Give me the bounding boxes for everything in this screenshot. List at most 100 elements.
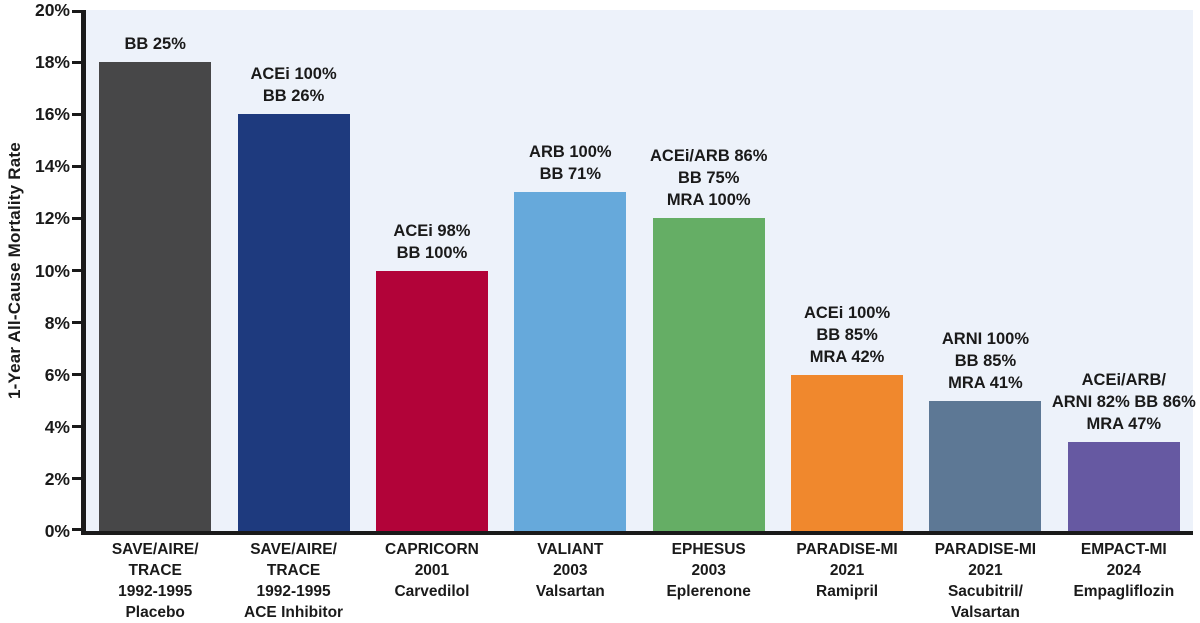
bar-slot: ARNI 100% BB 85% MRA 41% (916, 10, 1054, 531)
bar-annotation-line: BB 75% (677, 169, 740, 188)
x-category-label: EMPACT-MI 2024 Empagliflozin (1055, 539, 1193, 623)
bar-annotation-line: ARNI 82% BB 86% (1051, 393, 1196, 412)
x-category-line: 2003 (553, 562, 588, 579)
x-category-line: Eplerenone (666, 583, 751, 600)
x-category-line: TRACE (266, 562, 321, 579)
y-tick-label: 10% (34, 260, 70, 281)
x-category-label: SAVE/AIRE/TRACE 1992-1995 ACE Inhibitor (224, 539, 362, 623)
x-category-line: PARADISE-MI (934, 541, 1037, 558)
bar (1067, 442, 1180, 531)
x-category-label: CAPRICORN 2001 Carvedilol (363, 539, 501, 623)
y-tick-label: 20% (34, 0, 70, 20)
y-tick-mark (72, 373, 81, 377)
bar-annotation: ACEi/ARB/ARNI 82% BB 86% MRA 47% (1052, 369, 1196, 435)
bars-container: BB 25% ACEi 100% BB 26% ACEi 98% BB 100% ARB … (86, 10, 1196, 531)
bar-slot: ACEi 100% BB 85% MRA 42% (778, 10, 916, 531)
bar-annotation-line: ACEi 98% (393, 221, 471, 240)
bar-annotation-line: MRA 42% (809, 347, 885, 366)
x-category-line: SAVE/AIRE/ (111, 541, 199, 558)
y-axis: 20% 18% 16% 14% 12% 10% 8% 6% 4% 2% 0% (0, 0, 70, 541)
x-category-line: TRACE (128, 562, 182, 579)
y-tick-label: 4% (44, 416, 70, 437)
bar-slot: BB 25% (86, 10, 224, 531)
x-category-line: 2003 (691, 562, 726, 579)
bar-annotation: ACEi 100% BB 85% MRA 42% (804, 302, 890, 368)
bar-slot: ACEi/ARB/ARNI 82% BB 86% MRA 47% (1052, 10, 1196, 531)
y-tick-mark (72, 112, 81, 116)
x-category-label: PARADISE-MI 2021 Sacubitril/Valsartan (916, 539, 1054, 623)
x-category-label: VALIANT 2003 Valsartan (501, 539, 639, 623)
bar (375, 270, 488, 531)
y-tick-label: 0% (44, 521, 70, 541)
bar-annotation-line: BB 26% (262, 87, 325, 106)
x-category-line: 2024 (1106, 562, 1142, 579)
bar-annotation-line: MRA 47% (1086, 415, 1162, 434)
y-tick-mark (72, 425, 81, 429)
bar-annotation-line: BB 85% (816, 325, 878, 344)
x-category-line: Placebo (125, 604, 185, 621)
bar-annotation-line: ARNI 100% (941, 329, 1029, 348)
y-tick-mark (72, 10, 81, 13)
y-tick-label: 6% (44, 364, 70, 385)
y-tick-label: 12% (34, 208, 70, 229)
x-category-line: 2001 (414, 562, 450, 579)
x-category-label: PARADISE-MI 2021 Ramipril (778, 539, 916, 623)
bar (99, 62, 212, 531)
x-category-line: Carvedilol (394, 583, 470, 600)
bar-annotation: ARB 100% BB 71% (529, 141, 612, 185)
x-category-line: 1992-1995 (256, 583, 331, 600)
bar-annotation-line: BB 100% (396, 243, 468, 262)
y-tick-label: 2% (44, 468, 70, 489)
x-category-line: Empagliflozin (1073, 583, 1175, 600)
bar-annotation-line: ACEi/ARB/ (1081, 371, 1166, 390)
bar-annotation: ACEi 98% BB 100% (393, 220, 470, 264)
bar (514, 192, 627, 531)
y-tick-mark (72, 477, 81, 481)
bar (929, 400, 1042, 531)
y-tick-mark (72, 60, 81, 64)
x-category-line: CAPRICORN (385, 541, 479, 558)
y-tick-mark (72, 528, 81, 531)
y-tick-label: 8% (44, 312, 70, 333)
plot-area: BB 25% ACEi 100% BB 26% ACEi 98% BB 100% ARB … (72, 10, 1196, 535)
x-category-line: EPHESUS (671, 541, 746, 558)
x-category-line: 2021 (968, 562, 1003, 579)
x-category-line: SAVE/AIRE/ (250, 541, 337, 558)
bar (237, 114, 350, 531)
x-category-line: PARADISE-MI (796, 541, 898, 558)
y-tick-label: 18% (34, 52, 70, 73)
bar-slot: ACEi 98% BB 100% (363, 10, 501, 531)
x-category-line: Sacubitril/ (947, 583, 1023, 600)
bar-annotation-line: ARB 100% (529, 143, 612, 162)
x-category-label: SAVE/AIRE/TRACE 1992-1995 Placebo (86, 539, 224, 623)
bar-annotation: ARNI 100% BB 85% MRA 41% (942, 328, 1029, 394)
x-category-line: Valsartan (950, 604, 1020, 621)
y-tick-mark (72, 216, 81, 220)
bar-annotation: ACEi/ARB 86% BB 75% MRA 100% (650, 145, 767, 211)
bar (652, 218, 765, 531)
bar-annotation: ACEi 100% BB 26% (250, 63, 336, 107)
bar-slot: ACEi/ARB 86% BB 75% MRA 100% (640, 10, 778, 531)
y-tick-label: 16% (34, 104, 70, 125)
bar-slot: ARB 100% BB 71% (501, 10, 639, 531)
x-category-line: 1992-1995 (118, 583, 193, 600)
x-axis-labels: SAVE/AIRE/TRACE 1992-1995 Placebo SAVE/AIRE… (86, 539, 1193, 623)
bar-annotation-line: ACEi/ARB 86% (650, 147, 768, 166)
bar-annotation-line: ACEi 100% (250, 65, 337, 84)
y-tick-label: 14% (34, 156, 70, 177)
bar-annotation-line: MRA 100% (666, 191, 751, 210)
bar-annotation: BB 25% (124, 33, 185, 55)
bar-annotation-line: BB 85% (954, 351, 1017, 370)
x-category-line: ACE Inhibitor (244, 604, 344, 621)
y-tick-mark (72, 321, 81, 325)
y-tick-mark (72, 164, 81, 168)
bar-annotation-line: ACEi 100% (803, 303, 891, 322)
x-category-label: EPHESUS 2003 Eplerenone (640, 539, 778, 623)
x-category-line: VALIANT (537, 541, 604, 558)
bar-annotation-line: MRA 41% (948, 373, 1023, 392)
bar-annotation-line: BB 25% (124, 35, 186, 54)
bar-annotation-line: BB 71% (539, 165, 602, 184)
x-category-line: Valsartan (535, 583, 605, 600)
x-category-line: EMPACT-MI (1080, 541, 1167, 558)
